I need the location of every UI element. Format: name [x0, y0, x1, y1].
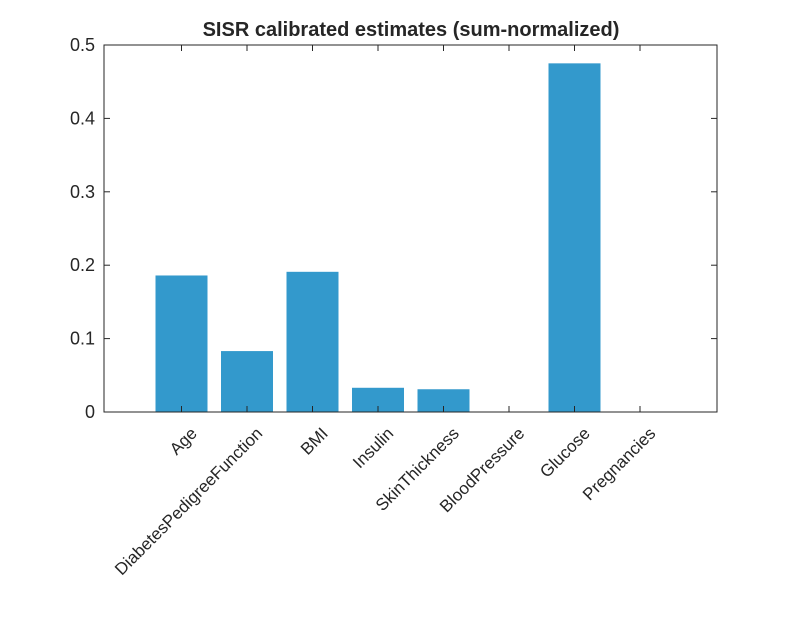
y-tick-label: 0.3 — [70, 182, 95, 202]
x-tick-label-glucose: Glucose — [536, 424, 594, 482]
y-tick-label: 0.1 — [70, 329, 95, 349]
bars-group — [155, 63, 601, 412]
y-tick-label: 0 — [85, 402, 95, 422]
bar-bmi — [286, 271, 339, 412]
x-tick-label-age: Age — [166, 424, 201, 459]
axes-box — [103, 44, 718, 413]
bar-skinthickness — [417, 389, 470, 412]
bar-diabetespedigreefunction — [221, 351, 273, 412]
x-tick-label-bmi: BMI — [297, 424, 332, 459]
bar-glucose — [548, 63, 601, 412]
y-tick-label: 0.5 — [70, 35, 95, 55]
bar-age — [155, 275, 208, 412]
y-ticks-group: 0 0.1 0.2 0.3 0.4 0.5 — [70, 35, 717, 422]
x-tick-label-insulin: Insulin — [349, 424, 397, 472]
chart-title: SISR calibrated estimates (sum-normalize… — [203, 19, 620, 41]
axes-group — [103, 44, 718, 413]
y-tick-label: 0.4 — [70, 108, 95, 128]
y-tick-label: 0.2 — [70, 255, 95, 275]
